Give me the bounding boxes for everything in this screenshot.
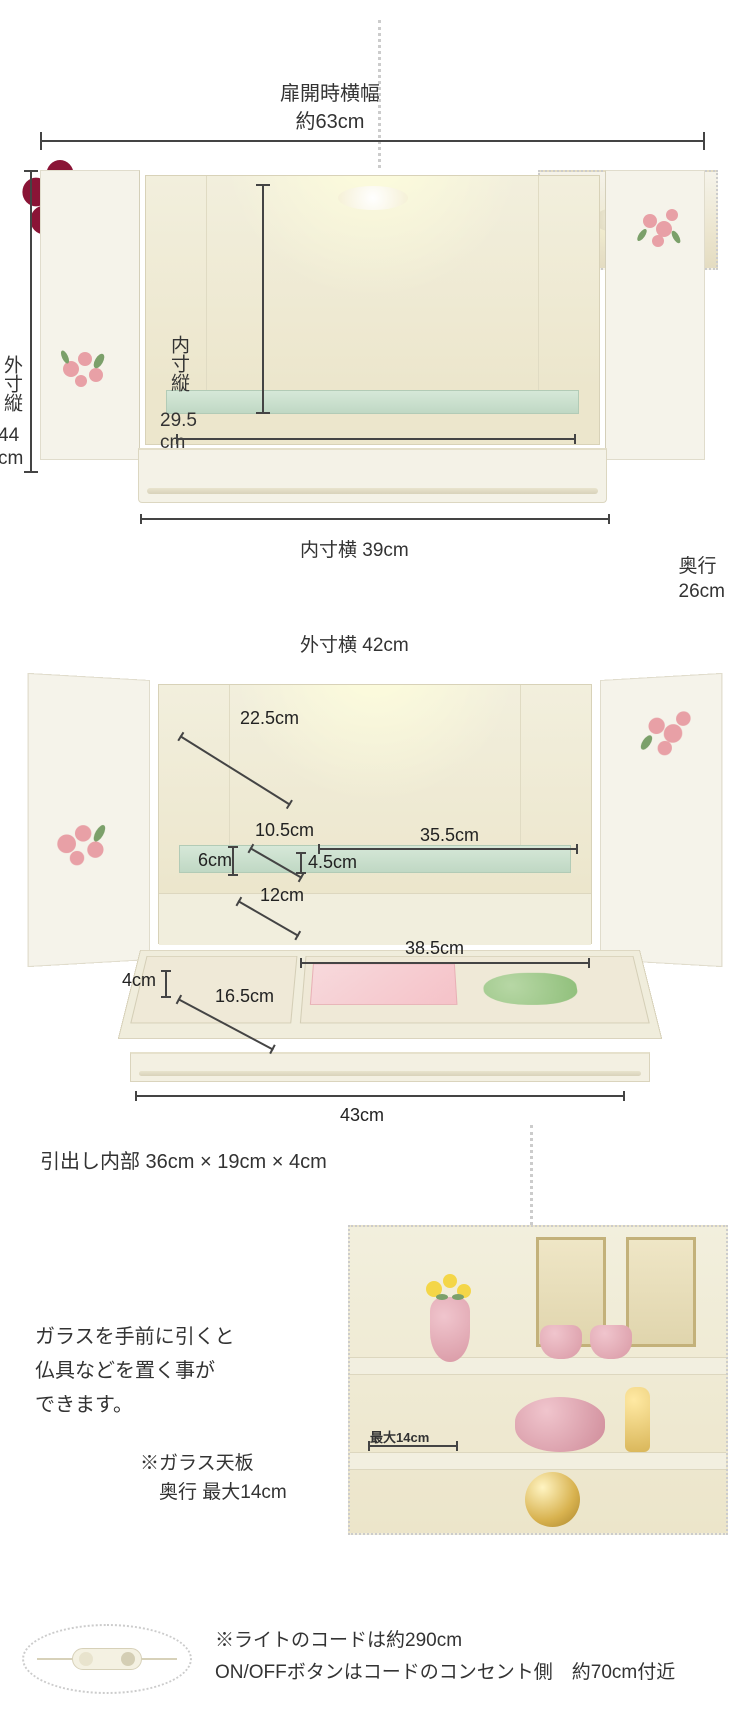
front-w-43-label: 43cm bbox=[340, 1105, 384, 1126]
switch-icon bbox=[72, 1648, 142, 1670]
shelf-in-4-5-dim bbox=[300, 852, 302, 874]
note-line1: ※ガラス天板 bbox=[140, 1453, 254, 1474]
offering-cup-icon bbox=[540, 1325, 582, 1359]
inner-height-value: 29.5 cm bbox=[160, 410, 197, 454]
cord-note: ※ライトのコードは約290cm ON/OFFボタンはコードのコンセント側 約70… bbox=[0, 1600, 750, 1720]
depth-value: 26cm bbox=[679, 581, 725, 602]
desc-line2: 仏具などを置く事が bbox=[35, 1360, 215, 1382]
inner-height-value-num: 29.5 bbox=[160, 410, 197, 431]
interior bbox=[158, 684, 592, 944]
left-door bbox=[40, 170, 140, 460]
cord-wire-icon bbox=[37, 1658, 73, 1660]
sakura-icon bbox=[626, 701, 708, 786]
incense-box-icon bbox=[310, 964, 458, 1005]
lower-deck bbox=[159, 893, 591, 945]
desc-line1: ガラスを手前に引くと bbox=[35, 1326, 235, 1348]
inner-width-label: 内寸横 39cm bbox=[300, 535, 409, 562]
cabinet-drawer-view bbox=[30, 680, 720, 1100]
shelf-w-35-5-label: 35.5cm bbox=[420, 825, 479, 846]
right-door bbox=[600, 673, 722, 967]
drawer-left-16-5-label: 16.5cm bbox=[215, 986, 274, 1007]
vase-icon bbox=[430, 1297, 470, 1362]
drawer-front-panel bbox=[130, 1052, 650, 1082]
open-width-label: 扉開時横幅 約63cm bbox=[280, 80, 380, 136]
cabinet-front-view bbox=[40, 170, 705, 520]
drawer-detail-figure: 22.5cm 10.5cm 6cm 4.5cm 35.5cm 12cm 4cm … bbox=[0, 680, 750, 1200]
inner-height-label: 内寸縦 bbox=[165, 335, 192, 392]
glass-shelf-usage-figure: ガラスを手前に引くと 仏具などを置く事が できます。 ※ガラス天板 奥行 最大1… bbox=[0, 1220, 750, 1600]
tassel-icon bbox=[482, 973, 580, 1005]
drawer-h-4-label: 4cm bbox=[122, 970, 156, 991]
glass-shelf-description: ガラスを手前に引くと 仏具などを置く事が できます。 bbox=[35, 1320, 235, 1422]
shelf-w-35-5-dim bbox=[318, 848, 578, 850]
hanging-scroll-icon bbox=[626, 1237, 696, 1347]
outer-height-value: 44 cm bbox=[0, 425, 23, 471]
drawer-w-38-5-dim bbox=[300, 962, 590, 964]
shelf-in-4-5-label: 4.5cm bbox=[308, 852, 357, 873]
outer-height-value-num: 44 bbox=[0, 425, 19, 446]
glass-shelf-note: ※ガラス天板 奥行 最大14cm bbox=[140, 1450, 287, 1507]
inner-height-value-unit: cm bbox=[160, 432, 185, 453]
outer-width-dim bbox=[140, 518, 610, 520]
open-width-value: 約63cm bbox=[296, 111, 365, 133]
drawer-base bbox=[138, 448, 607, 503]
bell-icon bbox=[525, 1472, 580, 1527]
detail-max-label: 最大14cm bbox=[370, 1427, 429, 1446]
shelf-h-6-dim bbox=[232, 846, 234, 876]
incense-bowl-icon bbox=[515, 1397, 605, 1452]
sakura-icon bbox=[51, 329, 121, 399]
deck-12-label: 12cm bbox=[260, 885, 304, 906]
left-door bbox=[28, 673, 150, 967]
cord-switch-illustration bbox=[22, 1624, 192, 1694]
depth-label: 奥行 26cm bbox=[679, 555, 725, 604]
shelf-h-6-label: 6cm bbox=[198, 850, 232, 871]
drawer-inner-dims: 引出し内部 36cm × 19cm × 4cm bbox=[40, 1145, 327, 1174]
depth-22-5-label: 22.5cm bbox=[240, 708, 299, 729]
outer-height-dim bbox=[30, 170, 32, 473]
shelf-front-10-5-label: 10.5cm bbox=[255, 820, 314, 841]
interior bbox=[145, 175, 600, 445]
top-dimensions-figure: 扉開時横幅 約63cm 外寸縦 44 cm bbox=[0, 140, 750, 620]
sakura-icon bbox=[624, 201, 694, 271]
drawer-h-4-dim bbox=[165, 970, 167, 998]
inner-height-dim bbox=[262, 184, 264, 414]
glass-shelf bbox=[166, 390, 579, 414]
open-width-label-text: 扉開時横幅 bbox=[280, 83, 380, 105]
usage-detail-photo: 最大14cm bbox=[348, 1225, 728, 1535]
outer-height-value-unit: cm bbox=[0, 448, 23, 469]
shelf-upper bbox=[350, 1357, 726, 1375]
open-width-dim-line bbox=[40, 132, 705, 150]
offering-cup-icon bbox=[590, 1325, 632, 1359]
outer-height-label: 外寸縦 bbox=[0, 355, 25, 412]
dotted-connector-bottom bbox=[530, 1125, 533, 1225]
depth-label-text: 奥行 bbox=[679, 556, 717, 577]
cord-note-text: ※ライトのコードは約290cm ON/OFFボタンはコードのコンセント側 約70… bbox=[215, 1625, 675, 1690]
front-w-43-dim bbox=[135, 1095, 625, 1097]
sakura-icon bbox=[41, 798, 123, 882]
cord-wire-icon bbox=[141, 1658, 177, 1660]
cord-note-line1: ※ライトのコードは約290cm bbox=[215, 1630, 462, 1651]
note-line2: 奥行 最大14cm bbox=[140, 1482, 287, 1503]
candle-stand-icon bbox=[625, 1387, 650, 1452]
inner-width-dim bbox=[176, 438, 576, 440]
shelf-lower bbox=[350, 1452, 726, 1470]
outer-width-label: 外寸横 42cm bbox=[300, 630, 409, 657]
right-door bbox=[605, 170, 705, 460]
cord-note-line2: ON/OFFボタンはコードのコンセント側 約70cm付近 bbox=[215, 1662, 675, 1683]
desc-line3: できます。 bbox=[35, 1394, 133, 1416]
drawer-w-38-5-label: 38.5cm bbox=[405, 938, 464, 959]
back-panel bbox=[206, 176, 539, 404]
flowers-icon bbox=[422, 1269, 482, 1304]
